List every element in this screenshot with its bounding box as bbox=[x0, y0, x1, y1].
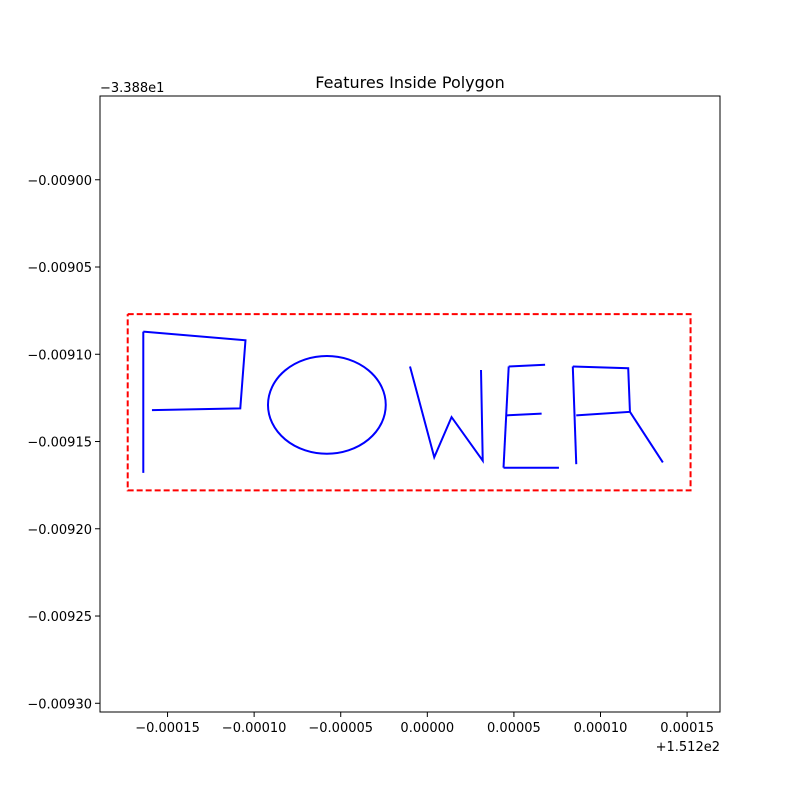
axes-layer: −0.00015 −0.00010 −0.00005 0.00000 0.00005 0.… bbox=[27, 174, 714, 736]
y-tick-label: −0.00910 bbox=[27, 348, 92, 363]
feature-e-spine bbox=[502, 366, 510, 468]
feature-r-stem bbox=[571, 366, 578, 465]
x-offset-label: +1.512e2 bbox=[656, 740, 720, 755]
feature-e-middle bbox=[506, 412, 542, 417]
feature-r-bowl bbox=[572, 365, 631, 417]
y-tick-label: −0.00925 bbox=[27, 610, 92, 625]
x-tick-label: 0.00005 bbox=[487, 721, 541, 736]
feature-w bbox=[409, 366, 484, 464]
y-tick-label: −0.00905 bbox=[27, 261, 92, 276]
feature-layer bbox=[142, 330, 664, 473]
x-tick-label: 0.00010 bbox=[574, 721, 628, 736]
polygon-boundary bbox=[126, 313, 692, 492]
polygon-layer bbox=[126, 313, 692, 492]
x-tick-label: −0.00015 bbox=[135, 721, 200, 736]
feature-r-leg bbox=[629, 411, 664, 464]
x-tick-label: −0.00005 bbox=[308, 721, 373, 736]
feature-p-bowl bbox=[143, 330, 247, 412]
y-tick-label: −0.00915 bbox=[27, 436, 92, 451]
feature-e-top bbox=[508, 363, 546, 368]
plot-area bbox=[126, 313, 692, 492]
y-tick-label: −0.00900 bbox=[27, 174, 92, 189]
y-tick-label: −0.00920 bbox=[27, 523, 92, 538]
x-tick-label: 0.00000 bbox=[400, 721, 454, 736]
axes-frame bbox=[99, 95, 721, 713]
x-tick-label: 0.00015 bbox=[660, 721, 714, 736]
y-tick-label: −0.00930 bbox=[27, 697, 92, 712]
chart-title: Features Inside Polygon bbox=[315, 73, 504, 92]
feature-o-circle bbox=[266, 355, 387, 455]
x-tick-label: −0.00010 bbox=[222, 721, 287, 736]
y-offset-label: −3.388e1 bbox=[100, 81, 164, 96]
